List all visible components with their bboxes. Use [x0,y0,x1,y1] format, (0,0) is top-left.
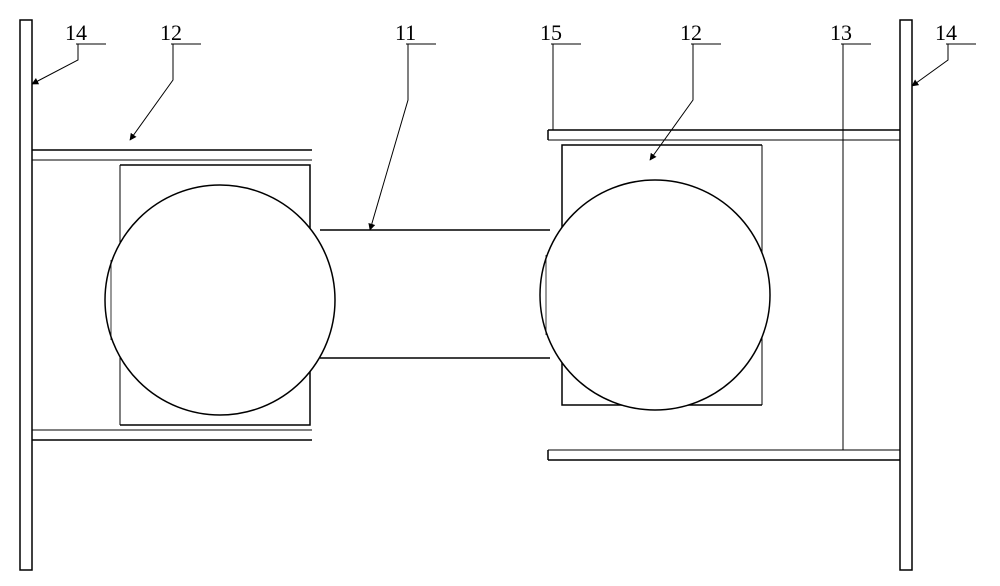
label-11: 11 [395,20,416,45]
label-13: 13 [830,20,852,45]
left-circle [105,185,335,415]
diagram-canvas: 14 12 11 15 12 13 14 [0,0,1000,586]
label-12L: 12 [160,20,182,45]
label-15: 15 [540,20,562,45]
right-circle [540,180,770,410]
label-12R: 12 [680,20,702,45]
label-14L: 14 [65,20,87,45]
label-14R: 14 [935,20,957,45]
